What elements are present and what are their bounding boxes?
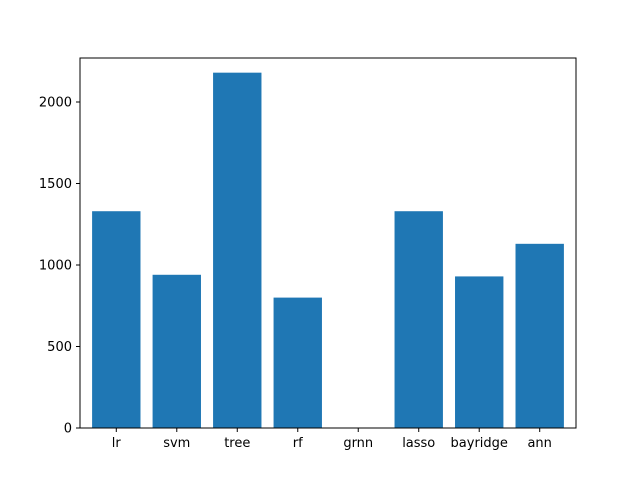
y-tick-label: 1500: [39, 177, 72, 192]
x-tick-label: rf: [293, 436, 303, 451]
plot-area-frame: [79, 57, 577, 429]
x-tick-label: bayridge: [451, 436, 508, 451]
x-tick-label: lr: [112, 436, 122, 451]
bar-ann: [515, 243, 564, 428]
bars-group: [92, 72, 564, 428]
bar-bayridge: [455, 276, 504, 428]
x-axis-ticks: lr svm tree rf grnn lasso bayridge ann: [112, 428, 552, 451]
x-tick-label: svm: [163, 436, 190, 451]
bar-rf: [273, 297, 322, 428]
bar-tree: [213, 72, 262, 428]
x-tick-label: tree: [224, 436, 250, 451]
y-tick-label: 1000: [39, 259, 72, 274]
x-tick-label: lasso: [402, 436, 435, 451]
y-tick-label: 500: [47, 340, 72, 355]
y-tick-label: 2000: [39, 96, 72, 111]
x-tick-label: grnn: [343, 436, 373, 451]
x-tick-label: ann: [527, 436, 551, 451]
bar-svm: [152, 274, 201, 428]
bar-lasso: [394, 211, 443, 428]
y-axis-ticks: 0 500 1000 1500 2000: [39, 96, 80, 437]
bar-lr: [92, 211, 141, 428]
y-tick-label: 0: [64, 422, 72, 437]
